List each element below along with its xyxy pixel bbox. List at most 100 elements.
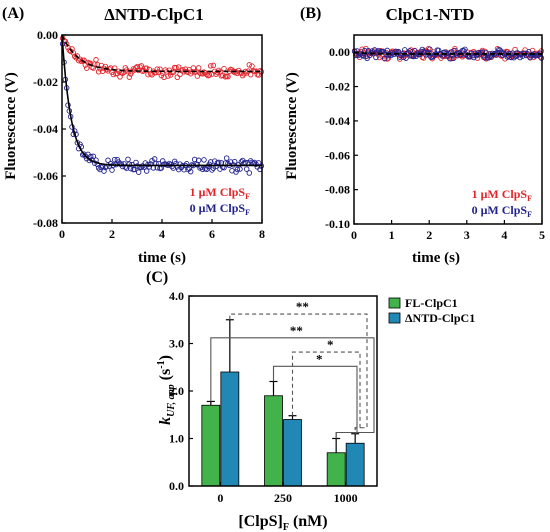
- panel-b-series-2-point: [504, 54, 511, 60]
- panel-a-xtick-label: 2: [109, 227, 115, 241]
- panel-b-ytick-label: -0.02: [325, 80, 350, 94]
- panel-a-ytick-label: -0.08: [33, 216, 58, 230]
- panel-a-series-1-point: [137, 64, 143, 70]
- panel-b-xtick-label: 5: [539, 228, 545, 242]
- panel-c-ylabel: kUF, app (s-1): [156, 355, 177, 425]
- panel-a-series-2-point: [125, 156, 131, 163]
- legend-label-fl: FL-ClpC1: [405, 296, 458, 310]
- panel-a-series-1-point: [225, 73, 231, 80]
- panel-a: (A) ΔNTD-ClpC1 Fluorescence (V) time (s)…: [2, 5, 265, 266]
- panel-a-series-2-point: [131, 166, 138, 173]
- bar-dntd-1000: [345, 442, 365, 487]
- panel-a-series-2-point: [101, 168, 107, 174]
- panel-b-series-2-point: [482, 55, 488, 61]
- panel-c-ytick-label: 1.0: [169, 432, 184, 446]
- panel-a-series-1-point: [246, 62, 253, 68]
- panel-a-ylabel: Fluorescence (V): [3, 72, 19, 180]
- significance-label: *: [327, 337, 334, 352]
- panel-a-series-2-point: [169, 163, 175, 170]
- panel-a-series-2-point: [98, 164, 105, 171]
- panel-c: (C) kUF, app (s-1) [ClpS]F (nM) 0.0 1.0 2.…: [146, 269, 475, 532]
- panel-b-series-2-point: [483, 50, 489, 56]
- panel-b-ytick-label: -0.04: [325, 114, 350, 128]
- bar-dntd-0: [220, 371, 240, 487]
- panel-a-series-2-point: [243, 166, 250, 172]
- panel-b: (B) ClpC1-NTD Fluorescence (V) time (s) …: [284, 5, 545, 266]
- panel-b-xtick-label: 2: [426, 228, 432, 242]
- panel-a-series-1-point: [126, 74, 133, 80]
- panel-a-series-2-point: [195, 157, 202, 164]
- panel-a-series-1-point: [145, 71, 151, 78]
- panel-a-ytick-label: 0.00: [37, 28, 58, 42]
- panel-b-ylabel: Fluorescence (V): [284, 72, 300, 180]
- panel-a-series-2-point: [135, 169, 142, 175]
- legend-swatch-dntd: [388, 312, 401, 324]
- panel-a-series-1-point: [207, 63, 214, 69]
- panel-a-series-2-point: [109, 167, 115, 173]
- panel-c-ytick-label: 0.0: [169, 479, 184, 493]
- panel-a-series-1-point: [215, 67, 222, 74]
- panel-b-xtick-label: 4: [501, 228, 507, 242]
- panel-a-ytick-label: -0.02: [33, 75, 58, 89]
- panel-a-xtick-label: 8: [259, 227, 265, 241]
- panel-a-series-1-point: [70, 50, 77, 56]
- panel-a-legend-1: 1 μM ClpSF: [190, 185, 250, 201]
- panel-a-series-1-point: [247, 71, 254, 78]
- panel-b-series-2-point: [450, 55, 457, 61]
- panel-b-series-2-point: [460, 47, 467, 54]
- panel-c-ytick-label: 3.0: [169, 337, 184, 351]
- panel-b-series-2-point: [435, 47, 442, 54]
- panel-a-series-1-point: [206, 72, 213, 78]
- panel-a-series-2-point: [233, 169, 239, 175]
- panel-a-frame: [61, 34, 263, 224]
- panel-a-series-1-point: [138, 63, 145, 69]
- panel-b-xtick-label: 1: [389, 228, 395, 242]
- panel-a-fit-line-1: [61, 34, 262, 73]
- panel-a-series-2-point: [111, 156, 118, 163]
- panel-a-series-2-point: [105, 157, 111, 164]
- panel-c-legend: FL-ClpC1 ΔNTD-ClpC1: [388, 296, 475, 325]
- panel-b-ytick-label: -0.10: [325, 217, 350, 231]
- panel-c-ytick-label: 4.0: [169, 289, 184, 303]
- panel-a-series-2-point: [143, 168, 150, 174]
- panel-c-label: (C): [146, 269, 168, 286]
- panel-a-series-1-point: [234, 70, 241, 77]
- panel-a-series-2-point: [159, 158, 166, 164]
- panel-a-series-2-point: [231, 158, 238, 165]
- panel-c-xtick-label: 0: [217, 491, 223, 505]
- panel-b-series-2-point: [526, 49, 532, 55]
- panel-a-series-2-point: [187, 168, 194, 175]
- significance-label: **: [290, 323, 303, 338]
- legend-label-dntd: ΔNTD-ClpC1: [405, 311, 475, 325]
- panel-b-series-2-point: [376, 49, 383, 56]
- panel-c-xtick-label: 1000: [334, 491, 358, 505]
- panel-a-xlabel: time (s): [138, 250, 186, 266]
- legend-swatch-fl: [388, 297, 401, 309]
- panel-a-series-1-point: [170, 69, 177, 75]
- significance-bracket: [291, 351, 361, 434]
- panel-a-series-1-point: [165, 73, 171, 79]
- panel-b-series-2-point: [427, 46, 433, 52]
- panel-b-series-2-point: [384, 47, 390, 54]
- panel-a-ytick-label: -0.04: [33, 122, 58, 136]
- panel-a-series-1-point: [249, 63, 255, 69]
- panel-a-series-2-point: [238, 159, 245, 165]
- bar-fl-250: [264, 395, 283, 487]
- panel-a-fit-line-2: [61, 34, 262, 167]
- panel-b-ytick-label: -0.08: [325, 183, 350, 197]
- panel-b-legend-1: 1 μM ClpSF: [472, 187, 532, 203]
- bar-fl-0: [201, 404, 221, 487]
- panel-a-series-1-point: [93, 57, 99, 63]
- panel-a-series-2-point: [199, 166, 206, 173]
- panel-b-ytick-label: 0.00: [329, 45, 350, 59]
- panel-a-series-2-point: [223, 155, 230, 161]
- panel-a-series-2-point: [207, 159, 214, 165]
- panel-b-series-2-point: [462, 46, 468, 53]
- significance-bracket: [272, 365, 358, 439]
- panel-b-title: ClpC1-NTD: [386, 5, 475, 24]
- panel-a-series-2-point: [82, 153, 89, 159]
- significance-label: *: [316, 351, 323, 366]
- panel-c-frame: [188, 295, 378, 487]
- panel-b-series-2-point: [475, 49, 482, 56]
- panel-a-series-2-point: [147, 161, 154, 167]
